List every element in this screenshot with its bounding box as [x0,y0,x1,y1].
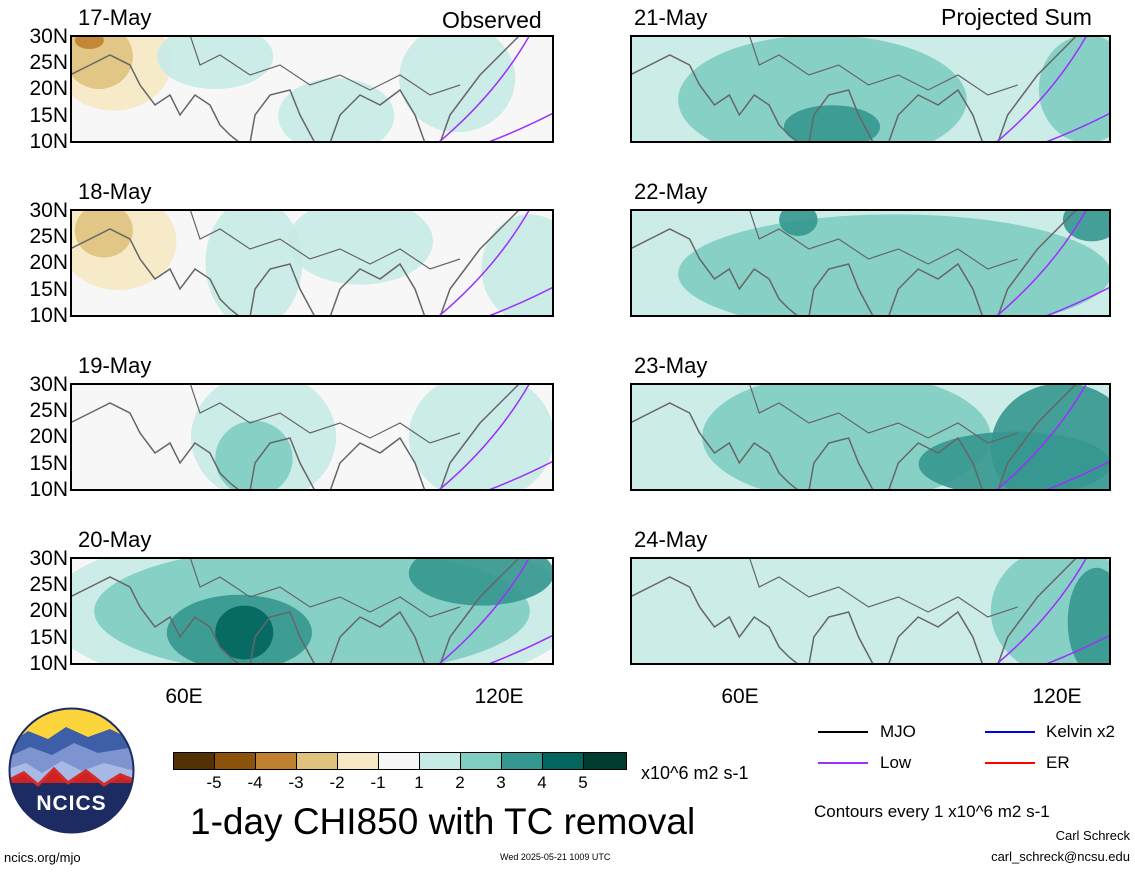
date-label-23-may: 23-May [634,353,708,378]
colorbar-tick-label: -1 [370,773,386,792]
colorbar-tick-label: -3 [288,773,304,792]
figure-title: 1-day CHI850 with TC removal [190,801,696,842]
footer-url[interactable]: ncics.org/mjo [4,850,81,865]
contours-note: Contours every 1 x10^6 m2 s-1 [814,802,1050,821]
colorbar-swatch [583,752,627,770]
lon-label-120e-right: 120E [1032,685,1082,708]
colorbar-swatch [337,752,381,770]
colorbar-swatch [296,752,340,770]
date-label-22-may: 22-May [634,179,708,204]
lat-label: 15N [29,452,68,475]
colorbar-swatch [501,752,545,770]
lat-label: 15N [29,104,68,127]
legend-line-er [985,762,1035,764]
projected-sum-header: Projected Sum [941,4,1092,30]
colorbar-swatch [460,752,504,770]
colorbar-tick-label: -5 [206,773,222,792]
ncics-logo: NCICS [8,707,135,834]
legend-line-mjo [818,731,868,733]
date-label-18-may: 18-May [78,179,152,204]
lat-label: 20N [29,425,68,448]
logo-text: NCICS [36,792,107,815]
legend-label-kelvin: Kelvin x2 [1046,722,1115,741]
colorbar-tick-label: 1 [414,773,424,792]
lat-label: 25N [29,399,68,422]
date-label-19-may: 19-May [78,353,152,378]
colorbar-tick-label: -2 [329,773,345,792]
colorbar-tick-label: -4 [247,773,263,792]
footer-email[interactable]: carl_schreck@ncsu.edu [991,849,1130,864]
lat-label: 15N [29,626,68,649]
colorbar-swatch [542,752,586,770]
date-label-20-may: 20-May [78,527,152,552]
lon-label-60e-left: 60E [165,685,203,708]
colorbar-swatch [419,752,463,770]
lat-label: 30N [29,199,68,222]
legend-label-er: ER [1046,753,1070,772]
lon-label-60e-right: 60E [721,685,759,708]
lat-label: 30N [29,25,68,48]
lat-label: 25N [29,51,68,74]
map-panel-18-may [70,209,554,317]
map-panel-17-may [70,35,554,143]
colorbar-tick-label: 4 [537,773,547,792]
legend-line-low [818,762,868,764]
footer-author: Carl Schreck [1055,828,1130,843]
date-label-21-may: 21-May [634,5,708,30]
map-panel-21-may [630,35,1111,143]
legend-label-mjo: MJO [880,722,916,741]
colorbar-tick-label: 3 [496,773,506,792]
lat-label: 30N [29,547,68,570]
map-panel-19-may [70,383,554,491]
colorbar-swatch [173,752,217,770]
date-label-17-may: 17-May [78,5,152,30]
lat-label: 30N [29,373,68,396]
colorbar-swatch [378,752,422,770]
lat-label: 25N [29,573,68,596]
legend-line-kelvin [985,731,1035,733]
lat-label: 20N [29,599,68,622]
colorbar-tick-label: 5 [578,773,588,792]
map-panel-24-may [630,557,1111,665]
lat-label: 25N [29,225,68,248]
colorbar [173,752,627,772]
lat-label: 20N [29,251,68,274]
lat-label: 10N [29,478,68,501]
lat-label: 20N [29,77,68,100]
lon-label-120e-left: 120E [474,685,524,708]
lat-label: 10N [29,304,68,327]
lat-label: 10N [29,652,68,675]
colorbar-swatch [214,752,258,770]
lat-label: 15N [29,278,68,301]
colorbar-tick-label: 2 [455,773,465,792]
map-panel-23-may [630,383,1111,491]
colorbar-units: x10^6 m2 s-1 [641,763,749,783]
lat-label: 10N [29,130,68,153]
footer-timestamp: Wed 2025-05-21 1009 UTC [500,852,611,862]
date-label-24-may: 24-May [634,527,708,552]
map-panel-22-may [630,209,1111,317]
colorbar-swatch [255,752,299,770]
observed-header: Observed [442,7,542,33]
map-panel-20-may [70,557,554,665]
legend-label-low: Low [880,753,912,772]
